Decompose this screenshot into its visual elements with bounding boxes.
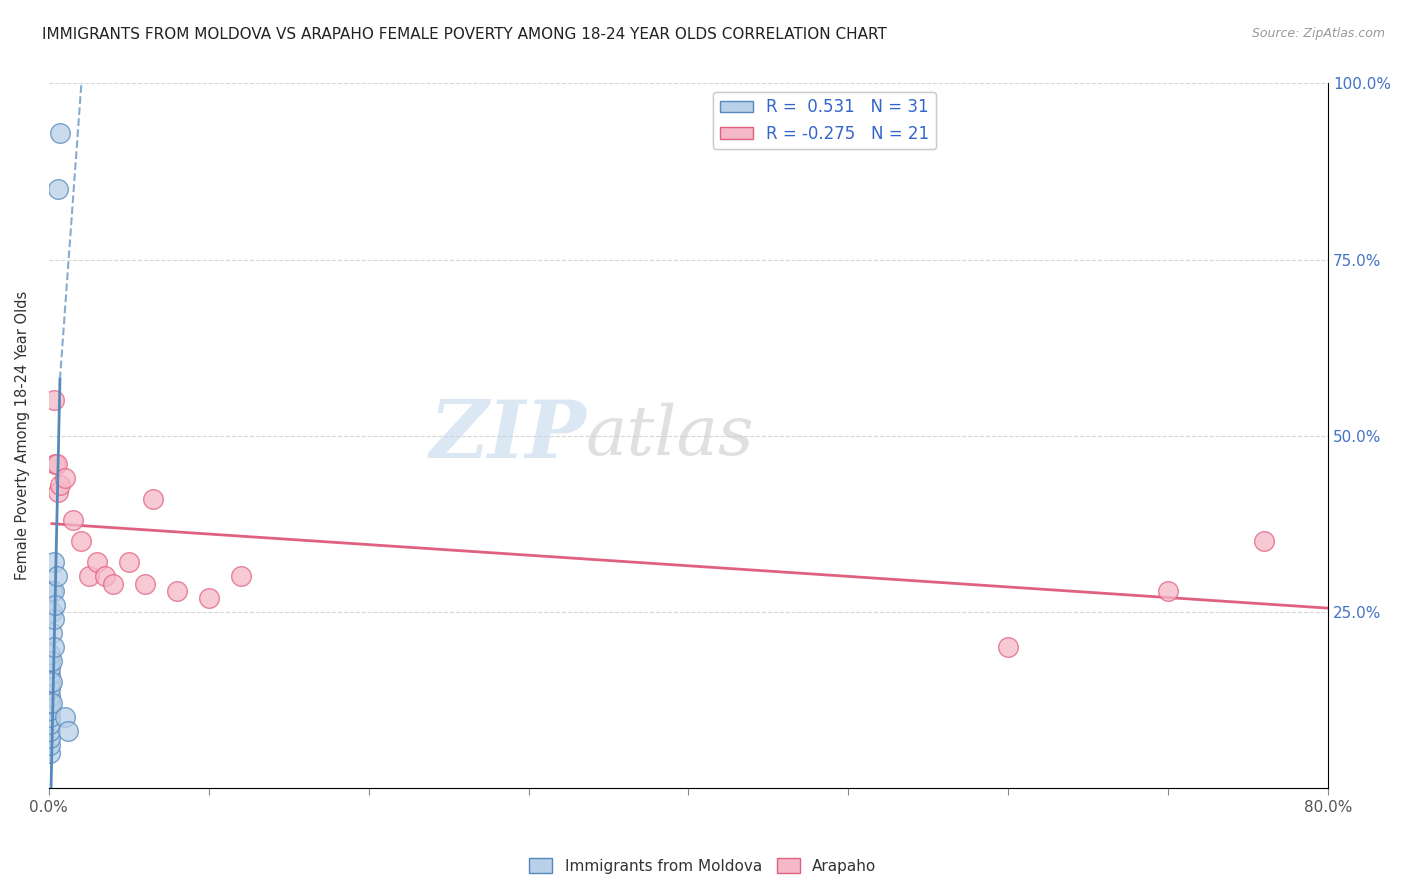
Point <box>39 724 62 739</box>
Text: Source: ZipAtlas.com: Source: ZipAtlas.com <box>1251 27 1385 40</box>
Point <box>39 654 62 668</box>
Point <box>49 126 72 140</box>
Legend: R =  0.531   N = 31, R = -0.275   N = 21: R = 0.531 N = 31, R = -0.275 N = 21 <box>713 92 936 150</box>
Point <box>39 710 62 724</box>
Point <box>41 605 63 619</box>
Point <box>69 534 91 549</box>
Y-axis label: Female Poverty Among 18-24 Year Olds: Female Poverty Among 18-24 Year Olds <box>15 291 30 580</box>
Point <box>229 569 252 583</box>
Point <box>56 724 79 739</box>
Point <box>53 710 76 724</box>
Point <box>39 647 62 661</box>
Point <box>53 471 76 485</box>
Text: ZIP: ZIP <box>429 397 586 475</box>
Point <box>41 675 63 690</box>
Point <box>39 696 62 710</box>
Point <box>166 583 188 598</box>
Point <box>41 696 63 710</box>
Point <box>41 583 63 598</box>
Point <box>39 689 62 703</box>
Point <box>42 393 65 408</box>
Point <box>39 661 62 675</box>
Point <box>46 485 69 500</box>
Point <box>46 182 69 196</box>
Text: atlas: atlas <box>586 402 755 469</box>
Point <box>62 513 84 527</box>
Point <box>42 555 65 569</box>
Point <box>997 640 1019 654</box>
Text: IMMIGRANTS FROM MOLDOVA VS ARAPAHO FEMALE POVERTY AMONG 18-24 YEAR OLDS CORRELAT: IMMIGRANTS FROM MOLDOVA VS ARAPAHO FEMAL… <box>42 27 887 42</box>
Point <box>118 555 141 569</box>
Point <box>197 591 219 605</box>
Point <box>39 731 62 746</box>
Point <box>45 569 67 583</box>
Point <box>101 576 124 591</box>
Point <box>1157 583 1180 598</box>
Point <box>45 457 67 471</box>
Point <box>86 555 108 569</box>
Point <box>39 703 62 717</box>
Point <box>39 717 62 731</box>
Point <box>49 478 72 492</box>
Point <box>93 569 115 583</box>
Point <box>41 654 63 668</box>
Point <box>142 491 165 506</box>
Point <box>42 640 65 654</box>
Point <box>39 675 62 690</box>
Legend: Immigrants from Moldova, Arapaho: Immigrants from Moldova, Arapaho <box>523 852 883 880</box>
Point <box>39 739 62 753</box>
Point <box>77 569 100 583</box>
Point <box>44 457 66 471</box>
Point <box>41 625 63 640</box>
Point <box>1253 534 1275 549</box>
Point <box>39 668 62 682</box>
Point <box>39 682 62 697</box>
Point <box>42 583 65 598</box>
Point <box>39 746 62 760</box>
Point <box>134 576 156 591</box>
Point <box>44 598 66 612</box>
Point <box>42 612 65 626</box>
